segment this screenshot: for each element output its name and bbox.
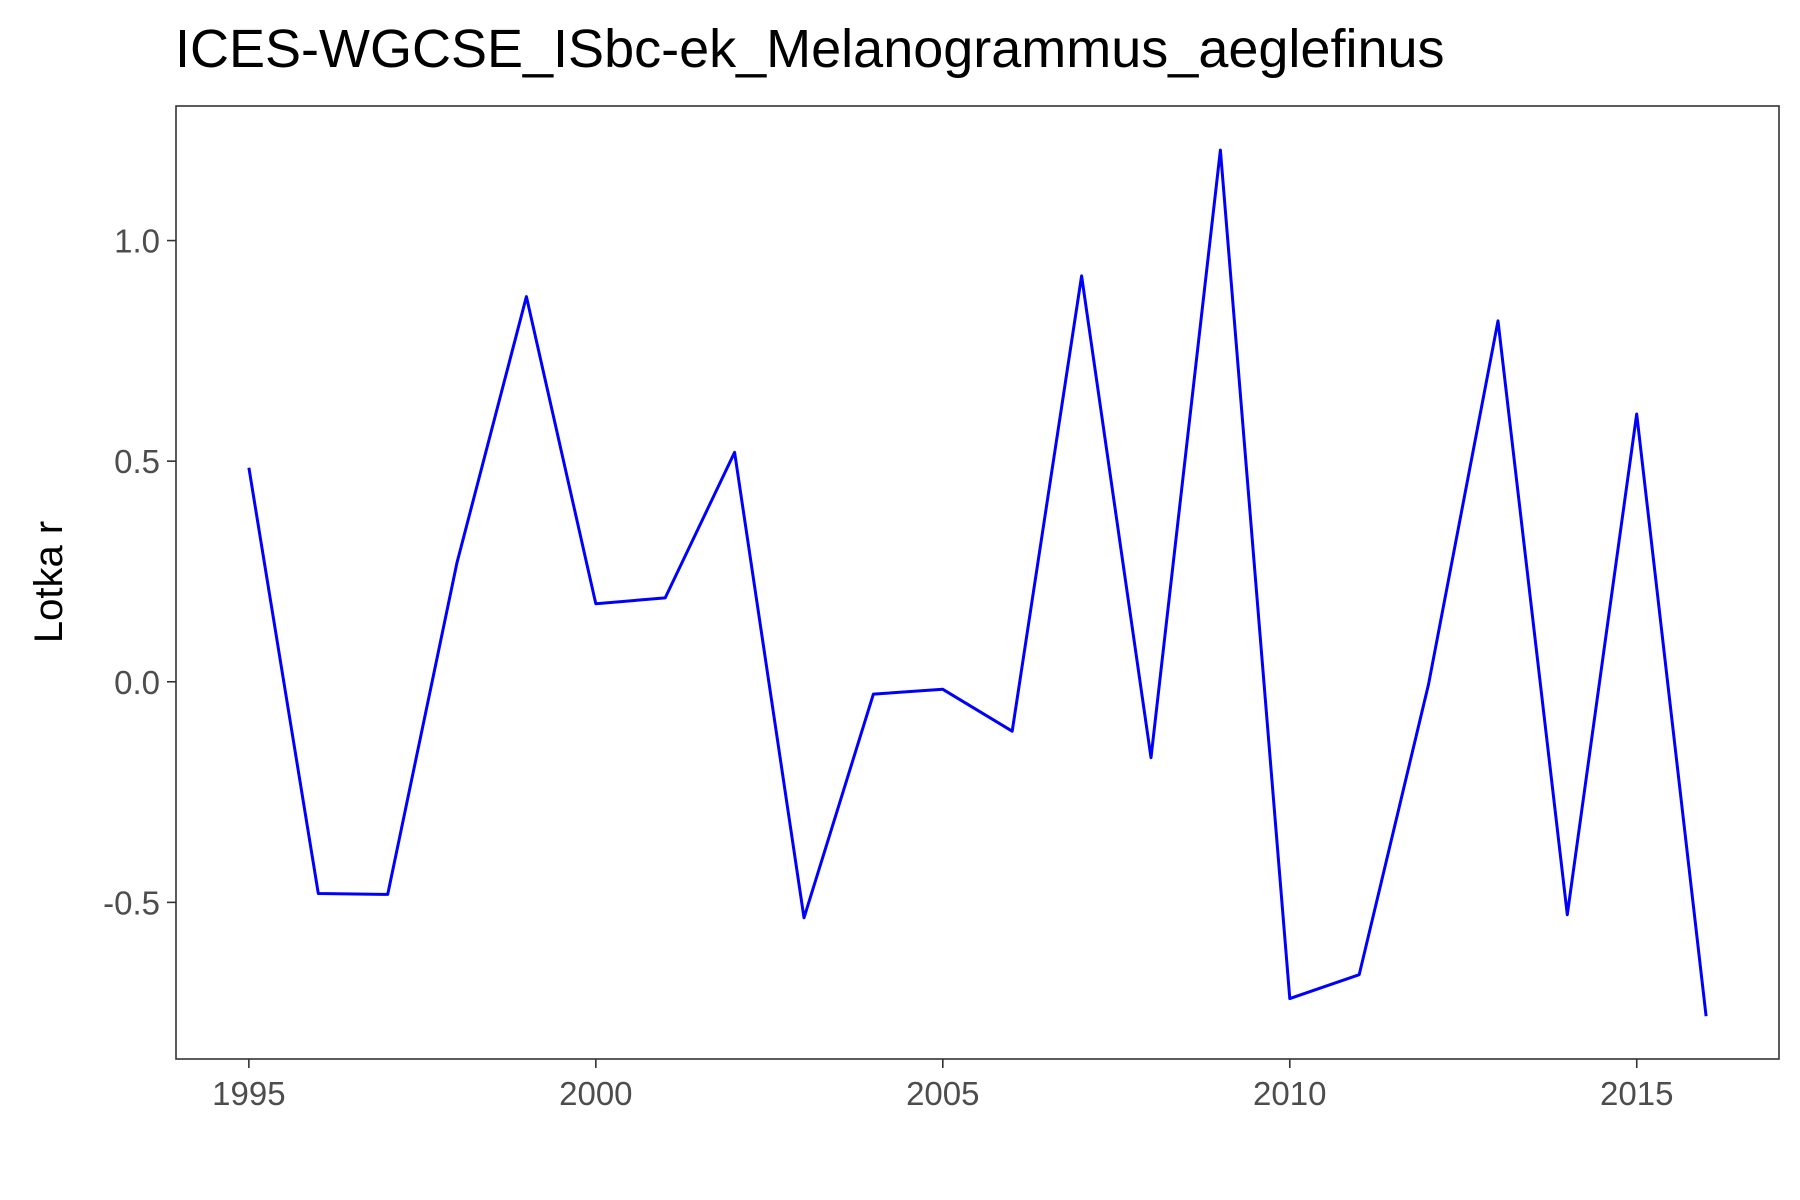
series-line <box>247 148 1708 1017</box>
y-tick-label: 0.0 <box>114 664 160 701</box>
y-axis: -0.5 0.0 0.5 1.0 <box>103 223 176 921</box>
y-tick-label: 1.0 <box>114 223 160 260</box>
plot-panel <box>175 105 1780 1060</box>
x-tick-label: 1995 <box>212 1075 285 1112</box>
x-axis: 1995 2000 2005 2010 2015 <box>212 1059 1673 1112</box>
y-tick-label: -0.5 <box>103 884 160 921</box>
y-axis-title: Lotka r <box>27 521 71 643</box>
x-tick-label: 2000 <box>559 1075 632 1112</box>
x-tick-label: 2010 <box>1253 1075 1326 1112</box>
x-tick-label: 2015 <box>1600 1075 1673 1112</box>
x-tick-label: 2005 <box>906 1075 979 1112</box>
y-tick-label: 0.5 <box>114 443 160 480</box>
chart-title: ICES-WGCSE_ISbc-ek_Melanogrammus_aeglefi… <box>175 19 1445 79</box>
